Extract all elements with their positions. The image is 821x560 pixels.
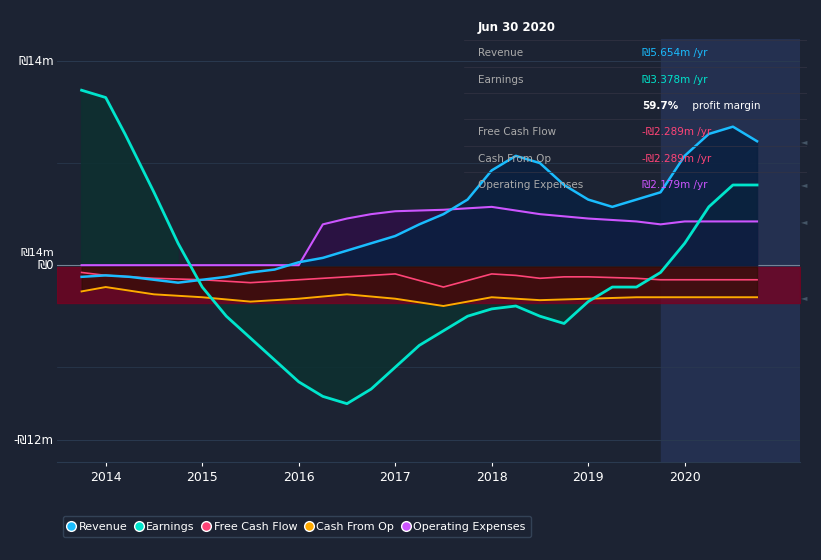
Text: -₪12m: -₪12m — [14, 433, 53, 447]
Text: ₪5.654m /yr: ₪5.654m /yr — [642, 49, 708, 58]
Text: profit margin: profit margin — [689, 101, 760, 111]
Text: ₪3.378m /yr: ₪3.378m /yr — [642, 75, 708, 85]
Text: 59.7%: 59.7% — [642, 101, 679, 111]
Text: Jun 30 2020: Jun 30 2020 — [478, 21, 556, 34]
Text: ₪14m: ₪14m — [18, 54, 53, 68]
Text: ₪14m: ₪14m — [20, 248, 53, 258]
Text: ₪0: ₪0 — [37, 259, 53, 272]
Text: Operating Expenses: Operating Expenses — [478, 180, 583, 190]
Legend: Revenue, Earnings, Free Cash Flow, Cash From Op, Operating Expenses: Revenue, Earnings, Free Cash Flow, Cash … — [63, 516, 531, 537]
Text: ₪2.179m /yr: ₪2.179m /yr — [642, 180, 708, 190]
Text: ◄: ◄ — [800, 137, 807, 146]
Text: -₪2.289m /yr: -₪2.289m /yr — [642, 154, 712, 164]
Text: ◄: ◄ — [800, 217, 807, 226]
Text: Revenue: Revenue — [478, 49, 523, 58]
Text: ◄: ◄ — [800, 293, 807, 302]
Text: ◄: ◄ — [800, 180, 807, 189]
Bar — [661, 39, 800, 462]
Text: Cash From Op: Cash From Op — [478, 154, 551, 164]
Text: -₪2.289m /yr: -₪2.289m /yr — [642, 128, 712, 137]
Text: Earnings: Earnings — [478, 75, 523, 85]
Text: Free Cash Flow: Free Cash Flow — [478, 128, 556, 137]
